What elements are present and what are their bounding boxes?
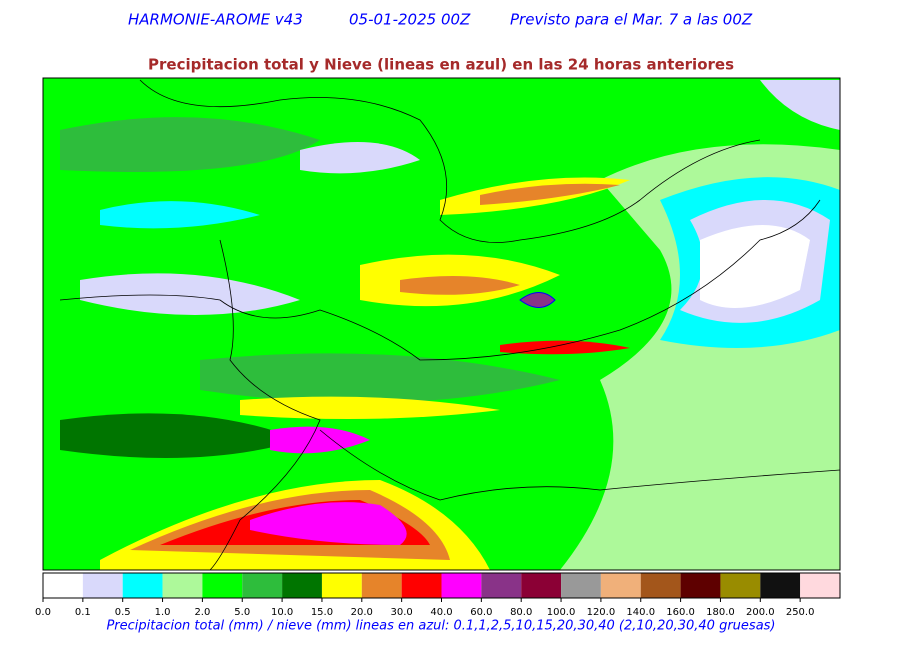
colorbar-tick-label: 20.0 [351, 607, 373, 618]
forecast-label: Previsto para el Mar. 7 a las 00Z [510, 11, 753, 29]
colorbar-swatch [202, 573, 243, 598]
colorbar-tick-label: 200.0 [746, 607, 775, 618]
map-title: Precipitacion total y Nieve (lineas en a… [148, 56, 734, 74]
colorbar-swatch [481, 573, 522, 598]
colorbar-tick-label: 0.5 [115, 607, 131, 618]
colorbar-tick-label: 1.0 [155, 607, 171, 618]
colorbar-tick-label: 120.0 [587, 607, 616, 618]
colorbar-tick-label: 0.1 [75, 607, 91, 618]
colorbar-tick-label: 100.0 [547, 607, 576, 618]
colorbar-swatch [600, 573, 641, 598]
colorbar-swatch [162, 573, 203, 598]
colorbar-swatch [43, 573, 83, 598]
colorbar-tick-label: 5.0 [234, 607, 250, 618]
colorbar-swatch [800, 573, 840, 598]
colorbar-tick-label: 250.0 [786, 607, 815, 618]
colorbar-tick-label: 0.0 [35, 607, 51, 618]
colorbar-swatch [282, 573, 322, 598]
colorbar-tick-label: 10.0 [271, 607, 293, 618]
colorbar-swatch [720, 573, 761, 598]
colorbar-swatch [401, 573, 442, 598]
colorbar-tick-label: 40.0 [430, 607, 452, 618]
colorbar-swatch [361, 573, 402, 598]
colorbar-swatch [521, 573, 562, 598]
colorbar-tick-label: 160.0 [666, 607, 695, 618]
colorbar-swatch [82, 573, 123, 598]
colorbar: 0.0 0.1 0.5 1.0 2.0 5.0 10.0 15.0 20.0 30.0 40.0 60… [35, 572, 841, 618]
colorbar-tick-label: 30.0 [391, 607, 413, 618]
colorbar-swatch [640, 573, 681, 598]
caption: Precipitacion total (mm) / nieve (mm) li… [106, 619, 775, 634]
colorbar-tick-label: 60.0 [470, 607, 492, 618]
model-label: HARMONIE-AROME v43 [128, 11, 303, 29]
colorbar-tick-label: 15.0 [311, 607, 333, 618]
map [42, 77, 841, 571]
colorbar-swatch [242, 573, 283, 598]
colorbar-tick-label: 2.0 [194, 607, 210, 618]
colorbar-swatch [321, 573, 362, 598]
colorbar-tick-label: 140.0 [626, 607, 655, 618]
colorbar-swatch [122, 573, 163, 598]
colorbar-swatch [760, 573, 801, 598]
run-label: 05-01-2025 00Z [349, 11, 471, 29]
colorbar-swatch [680, 573, 721, 598]
colorbar-swatch [441, 573, 482, 598]
colorbar-tick-label: 180.0 [706, 607, 735, 618]
colorbar-swatch [561, 573, 601, 598]
colorbar-tick-label: 80.0 [510, 607, 532, 618]
